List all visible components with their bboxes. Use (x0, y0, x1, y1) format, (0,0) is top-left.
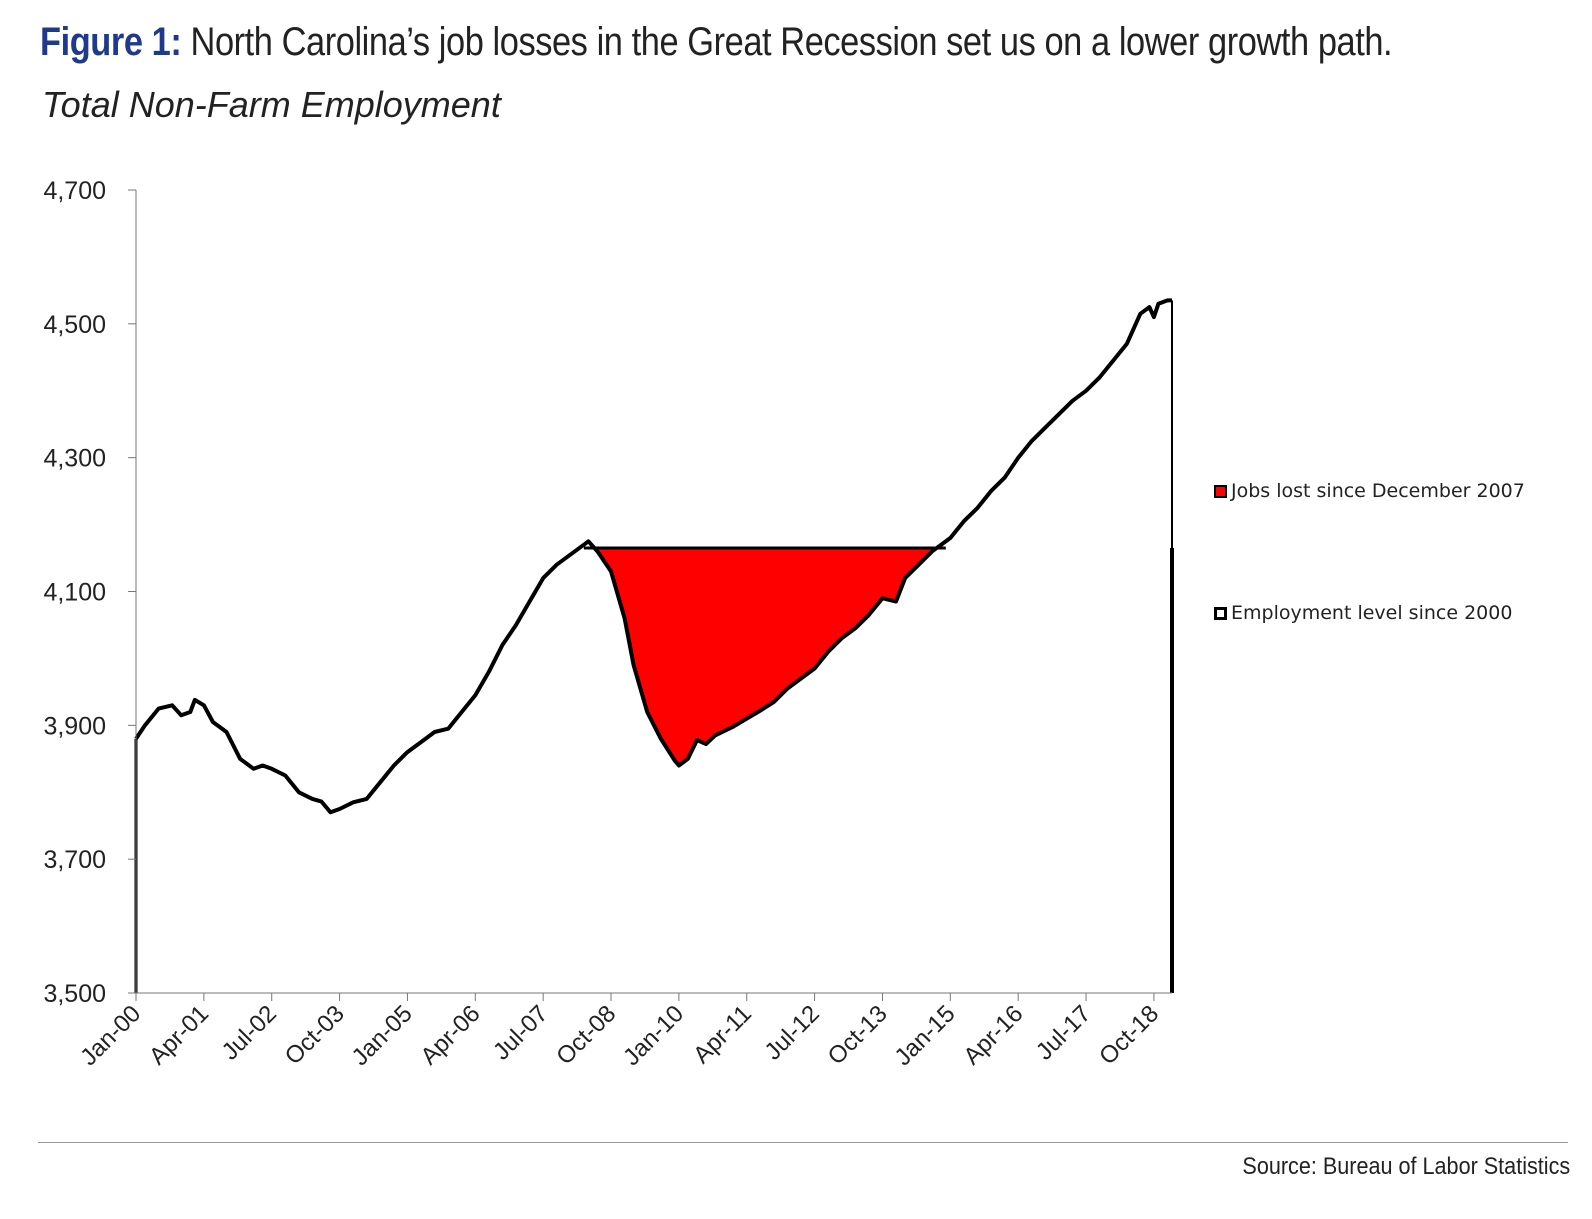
x-tick-label: Oct-13 (823, 1000, 893, 1070)
jobs-lost-area (592, 548, 946, 766)
y-tick-label: 3,900 (43, 712, 106, 740)
title-text: North Carolina’s job losses in the Great… (190, 20, 1393, 64)
axis-layer: 3,500 3,700 3,900 4,100 4,300 4,500 4,700 Jan-0… (43, 177, 1172, 1071)
employment-line (134, 298, 1172, 815)
figure-label: Figure 1: (40, 20, 182, 64)
chart-subtitle: Total Non-Farm Employment (42, 84, 501, 125)
x-tick-label: Oct-08 (551, 1000, 621, 1070)
line-layer (134, 298, 1174, 993)
chart-title: Figure 1: North Carolina’s job losses in… (40, 16, 1393, 68)
x-tick-label: Jul-07 (488, 1000, 553, 1065)
x-tick-label: Oct-18 (1094, 1000, 1164, 1070)
legend-item-jobs-lost: Jobs lost since December 2007 (1214, 480, 1525, 502)
legend-swatch-white (1214, 606, 1227, 620)
x-tick-label: Apr-11 (688, 1000, 757, 1069)
y-tick-label: 3,500 (43, 980, 106, 1008)
x-tick-label: Jul-02 (217, 1000, 282, 1065)
x-tick-label: Jul-17 (1031, 1000, 1096, 1065)
y-tick-label: 4,300 (43, 445, 106, 473)
legend-swatch-red (1214, 484, 1227, 498)
x-tick-label: Apr-06 (416, 1000, 486, 1070)
x-tick-label: Apr-16 (958, 1000, 1028, 1070)
legend-label: Jobs lost since December 2007 (1231, 480, 1525, 502)
x-tick-label: Oct-03 (280, 1000, 350, 1070)
x-tick-label: Jan-00 (75, 1000, 146, 1071)
area-layer (592, 548, 946, 766)
x-tick-label: Jan-10 (618, 1000, 689, 1071)
x-tick-label: Jan-05 (347, 1000, 418, 1071)
x-tick-label: Jan-15 (890, 1000, 961, 1071)
source-note: Source: Bureau of Labor Statistics (1242, 1153, 1570, 1180)
y-tick-label: 4,500 (43, 311, 106, 339)
legend-label: Employment level since 2000 (1231, 602, 1513, 624)
x-tick-label: Apr-01 (144, 1000, 214, 1070)
y-tick-label: 4,700 (43, 177, 106, 205)
y-tick-label: 3,700 (43, 846, 106, 874)
y-tick-label: 4,100 (43, 579, 106, 607)
bottom-rule (38, 1142, 1568, 1143)
x-tick-label: Jul-12 (760, 1000, 825, 1065)
legend-item-employment: Employment level since 2000 (1214, 602, 1512, 624)
